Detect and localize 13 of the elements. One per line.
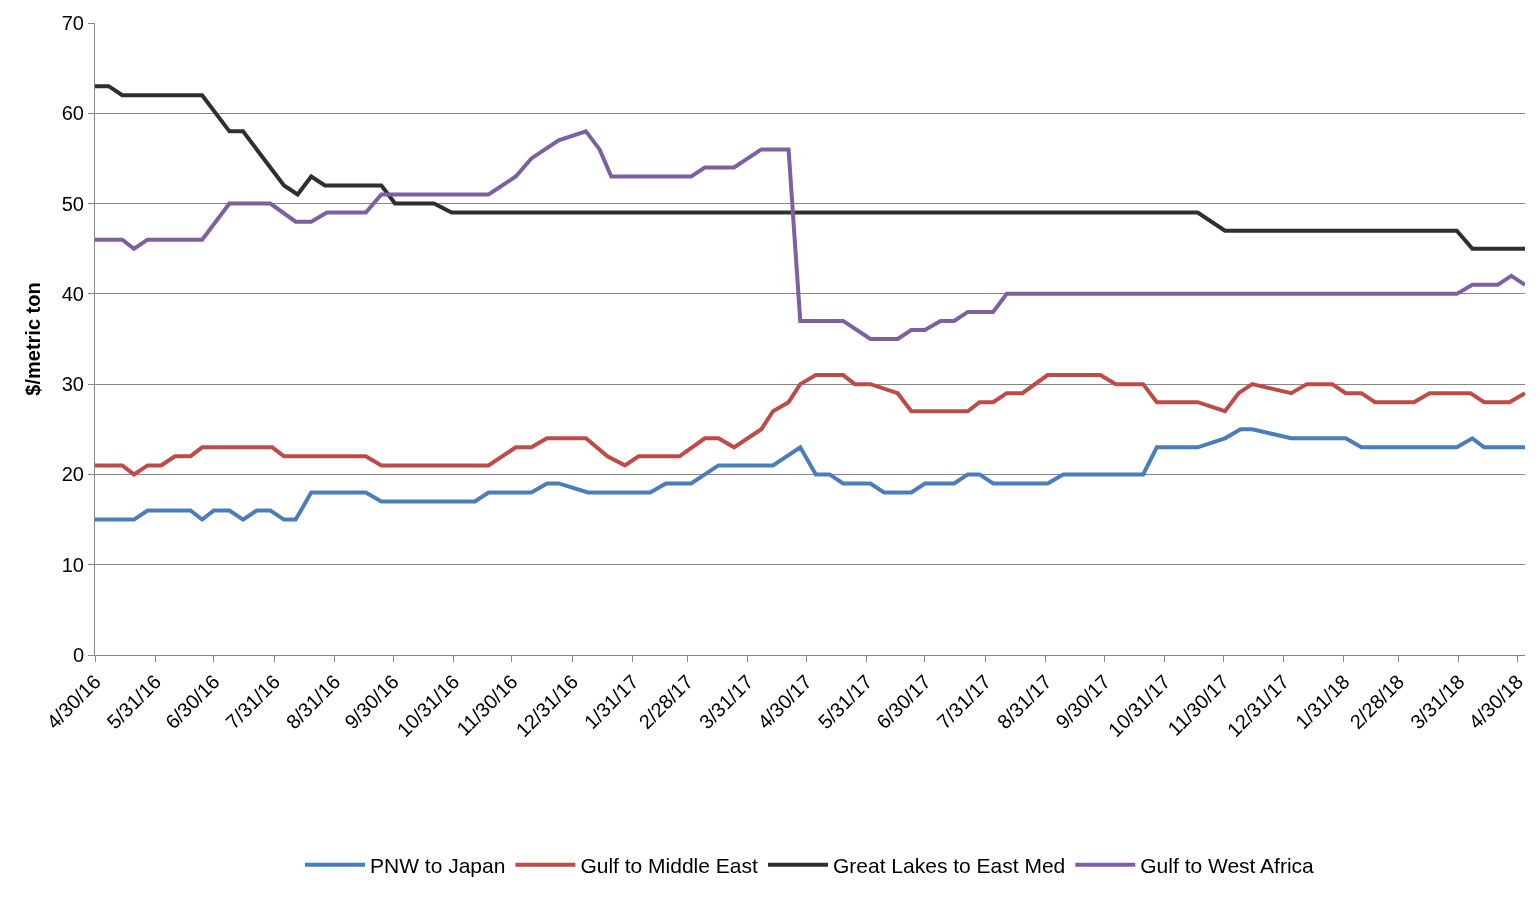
y-tick-label: 50 (61, 192, 84, 215)
legend-label: Great Lakes to East Med (832, 853, 1066, 877)
y-tick-label: 70 (61, 12, 84, 34)
y-tick-label: 10 (61, 553, 84, 576)
y-tick-label: 60 (61, 102, 84, 125)
legend-label: PNW to Japan (370, 853, 506, 877)
y-tick-label: 40 (61, 282, 84, 305)
y-axis-title: $/metric ton (22, 282, 45, 396)
legend-label: Gulf to West Africa (1140, 853, 1315, 877)
legend-label: Gulf to Middle East (580, 853, 758, 877)
y-tick-label: 30 (61, 373, 84, 396)
y-tick-label: 0 (72, 644, 84, 666)
y-tick-label: 20 (61, 463, 84, 486)
